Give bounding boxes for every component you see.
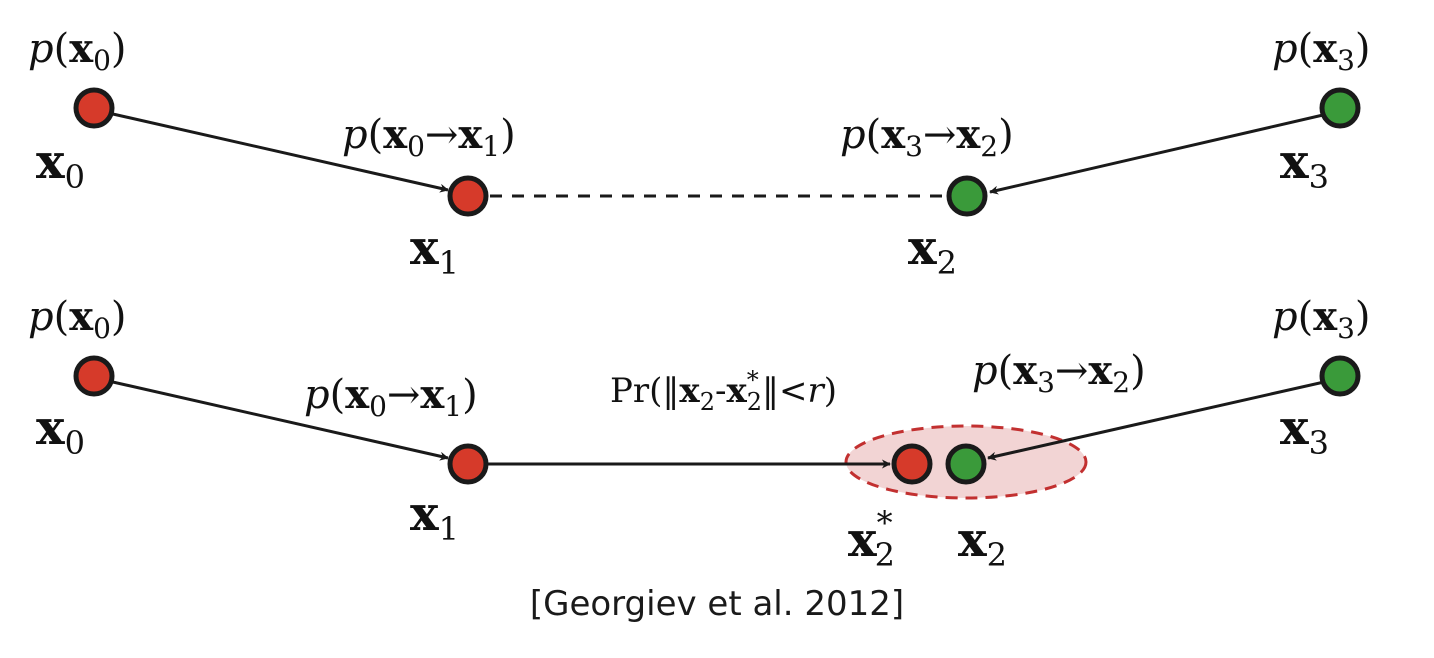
edge-x3-to-x2-top [989,110,1337,195]
node-x2-top [946,175,988,217]
label-x1-bottom: x1 [410,486,459,548]
label-p-x0-x1-top: p(x0→x1) [342,111,516,163]
label-p-x0-top: p(x0) [28,25,127,77]
edge-x0-to-x1-bottom [103,378,449,461]
label-p-x3-x2-top: p(x3→x2) [840,111,1014,163]
bottom-row: p(x0) p(x3) p(x0→x1) Pr(‖x2-x* 2‖<r) p(x3… [28,293,1371,574]
label-p-x0-x1-bottom: p(x0→x1) [304,371,478,423]
node-x2star-bottom [891,443,933,485]
label-x3-bottom: x3 [1280,400,1329,462]
label-pr-distance: Pr(‖x2-x* 2‖<r) [610,366,837,416]
label-x0-bottom: x0 [36,400,85,462]
label-x3-top: x3 [1280,134,1329,196]
path-connection-diagram: p(x0) p(x3) p(x0→x1) p(x3→x2) x0 x1 x2 x… [28,25,1371,574]
top-row: p(x0) p(x3) p(x0→x1) p(x3→x2) x0 x1 x2 x… [28,25,1371,282]
label-x0-top: x0 [36,134,85,196]
node-x3-top [1319,87,1361,129]
citation-caption: [Georgiev et al. 2012] [529,584,905,624]
edge-x3-to-x2-bottom [987,380,1325,461]
node-x2-bottom [945,443,987,485]
label-p-x3-top: p(x3) [1272,25,1371,77]
label-x2-bottom: x2 [958,512,1007,574]
label-p-x3-x2-bottom: p(x3→x2) [972,347,1146,399]
node-x1-bottom [447,443,489,485]
label-x2star-bottom: x* 2 [848,504,895,574]
node-x1-top [447,175,489,217]
node-x0-top [73,87,115,129]
node-x0-bottom [73,355,115,397]
label-p-x3-bottom: p(x3) [1272,293,1371,345]
label-p-x0-bottom: p(x0) [28,293,127,345]
label-x1-top: x1 [410,220,459,282]
label-x2-top: x2 [908,220,957,282]
node-x3-bottom [1319,355,1361,397]
edge-x0-to-x1-top [103,110,449,193]
